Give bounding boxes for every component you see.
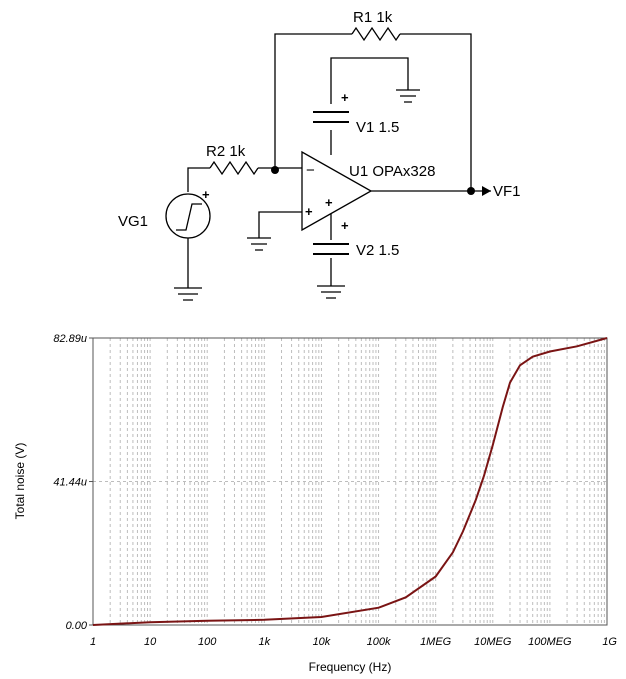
r1-resistor[interactable] [351, 26, 401, 42]
output-arrow [482, 186, 491, 196]
v2-label: V2 1.5 [356, 242, 399, 259]
v1-ground [396, 89, 420, 103]
x-tick-label: 1G [602, 636, 617, 648]
vg1-ground [174, 238, 202, 301]
opamp-u1[interactable] [301, 150, 373, 232]
r1-label: R1 1k [353, 9, 393, 26]
v1-plus: + [341, 90, 349, 105]
y-axis-label: Total noise (V) [13, 443, 27, 520]
noninv-wire [247, 211, 302, 251]
x-tick-label: 1MEG [420, 636, 452, 648]
x-tick-label: 10k [313, 636, 331, 648]
y-tick-label: 41.44u [53, 477, 87, 489]
opamp-plus: + [305, 204, 313, 219]
r2-resistor[interactable] [209, 160, 259, 176]
feedback-wire [274, 33, 472, 190]
v1-battery[interactable] [313, 111, 349, 123]
v2-ground [317, 285, 345, 299]
y-tick-label: 82.89u [53, 333, 87, 345]
y-tick-label: 0.00 [66, 620, 88, 632]
vg1-label: VG1 [118, 213, 148, 230]
schematic: R1 1k + V1 1.5 R2 1k + VG1 − + + U1 OPAx… [118, 9, 521, 301]
noise-series-line [92, 337, 608, 626]
v2-battery[interactable] [313, 243, 349, 255]
x-tick-label: 100 [198, 636, 217, 648]
vg1-step-icon [176, 203, 202, 231]
x-tick-label: 10 [144, 636, 157, 648]
output-node [467, 187, 475, 195]
inverting-node [271, 166, 279, 174]
x-tick-label: 100MEG [528, 636, 572, 648]
plot-frame [92, 337, 608, 626]
x-axis-label: Frequency (Hz) [309, 660, 392, 674]
v2-plus: + [341, 218, 349, 233]
r2-label: R2 1k [206, 143, 246, 160]
input-wire [187, 167, 302, 192]
v1-wires [330, 57, 409, 155]
opamp-vminus-plus: + [325, 195, 333, 210]
x-tick-label: 100k [367, 636, 391, 648]
u1-label: U1 OPAx328 [349, 163, 435, 180]
opamp-minus: − [306, 162, 315, 179]
x-tick-label: 10MEG [474, 636, 512, 648]
x-tick-label: 1 [90, 636, 96, 648]
x-tick-label: 1k [259, 636, 271, 648]
vg1-plus: + [202, 187, 210, 202]
vf1-label: VF1 [493, 183, 521, 200]
v1-label: V1 1.5 [356, 119, 399, 136]
